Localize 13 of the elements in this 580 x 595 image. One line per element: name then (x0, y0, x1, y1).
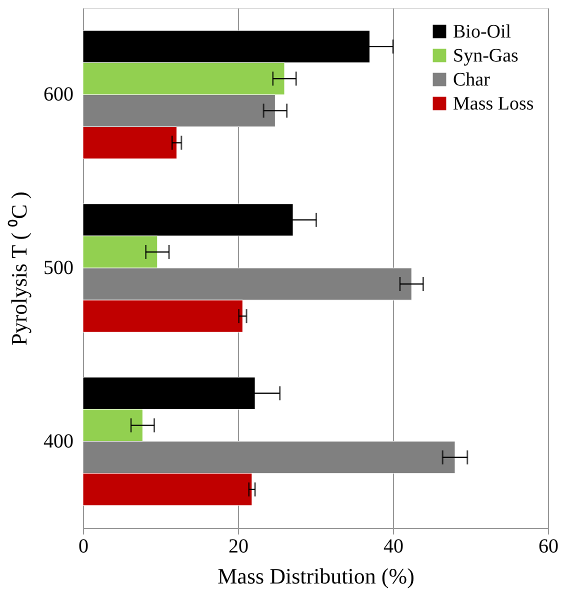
y-axis-title: Pyrolysis T ( ⁰C ) (6, 192, 32, 346)
y-tick-label: 600 (44, 84, 74, 106)
y-tick-label: 400 (44, 430, 74, 452)
y-tick-label: 500 (44, 257, 74, 279)
x-tick-label: 0 (78, 536, 88, 558)
legend-label: Syn-Gas (453, 46, 518, 66)
legend-label: Mass Loss (453, 94, 534, 114)
x-tick-label: 60 (538, 536, 558, 558)
x-axis-title: Mass Distribution (%) (218, 564, 414, 588)
legend-label: Char (453, 70, 491, 90)
x-tick-label: 40 (384, 536, 404, 558)
legend-label: Bio-Oil (453, 22, 512, 42)
x-tick-label: 20 (228, 536, 248, 558)
